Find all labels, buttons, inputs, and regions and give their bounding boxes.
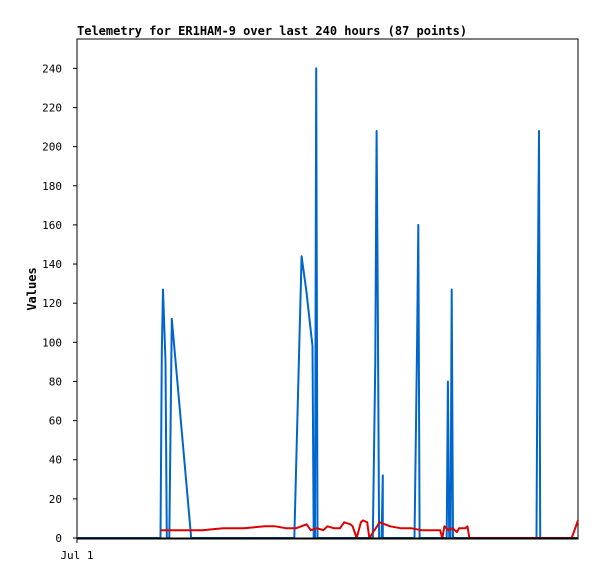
y-tick-label: 40 <box>49 454 62 467</box>
y-tick-label: 20 <box>49 493 62 506</box>
x-axis-ticks: Jul 1 <box>60 538 94 562</box>
y-tick-label: 160 <box>42 219 62 232</box>
y-tick-label: 220 <box>42 101 62 114</box>
y-tick-label: 80 <box>49 375 62 388</box>
y-axis-label: Values <box>25 267 39 310</box>
y-tick-label: 180 <box>42 180 62 193</box>
plot-area-frame <box>76 38 579 540</box>
y-tick-label: 200 <box>42 141 62 154</box>
series-line-1 <box>77 67 578 539</box>
y-tick-label: 60 <box>49 415 62 428</box>
x-tick-label: Jul 1 <box>60 549 93 562</box>
series-layer <box>77 67 579 539</box>
y-tick-label: 140 <box>42 258 62 271</box>
y-tick-label: 0 <box>55 532 62 545</box>
y-axis-ticks: 0 20 40 60 80 100 120 140 160 180 200 220 240 <box>42 62 77 545</box>
chart-title: Telemetry for ER1HAM-9 over last 240 hou… <box>77 24 467 38</box>
series-line-2 <box>160 519 579 539</box>
y-tick-label: 120 <box>42 297 62 310</box>
y-tick-label: 240 <box>42 62 62 75</box>
y-tick-label: 100 <box>42 336 62 349</box>
